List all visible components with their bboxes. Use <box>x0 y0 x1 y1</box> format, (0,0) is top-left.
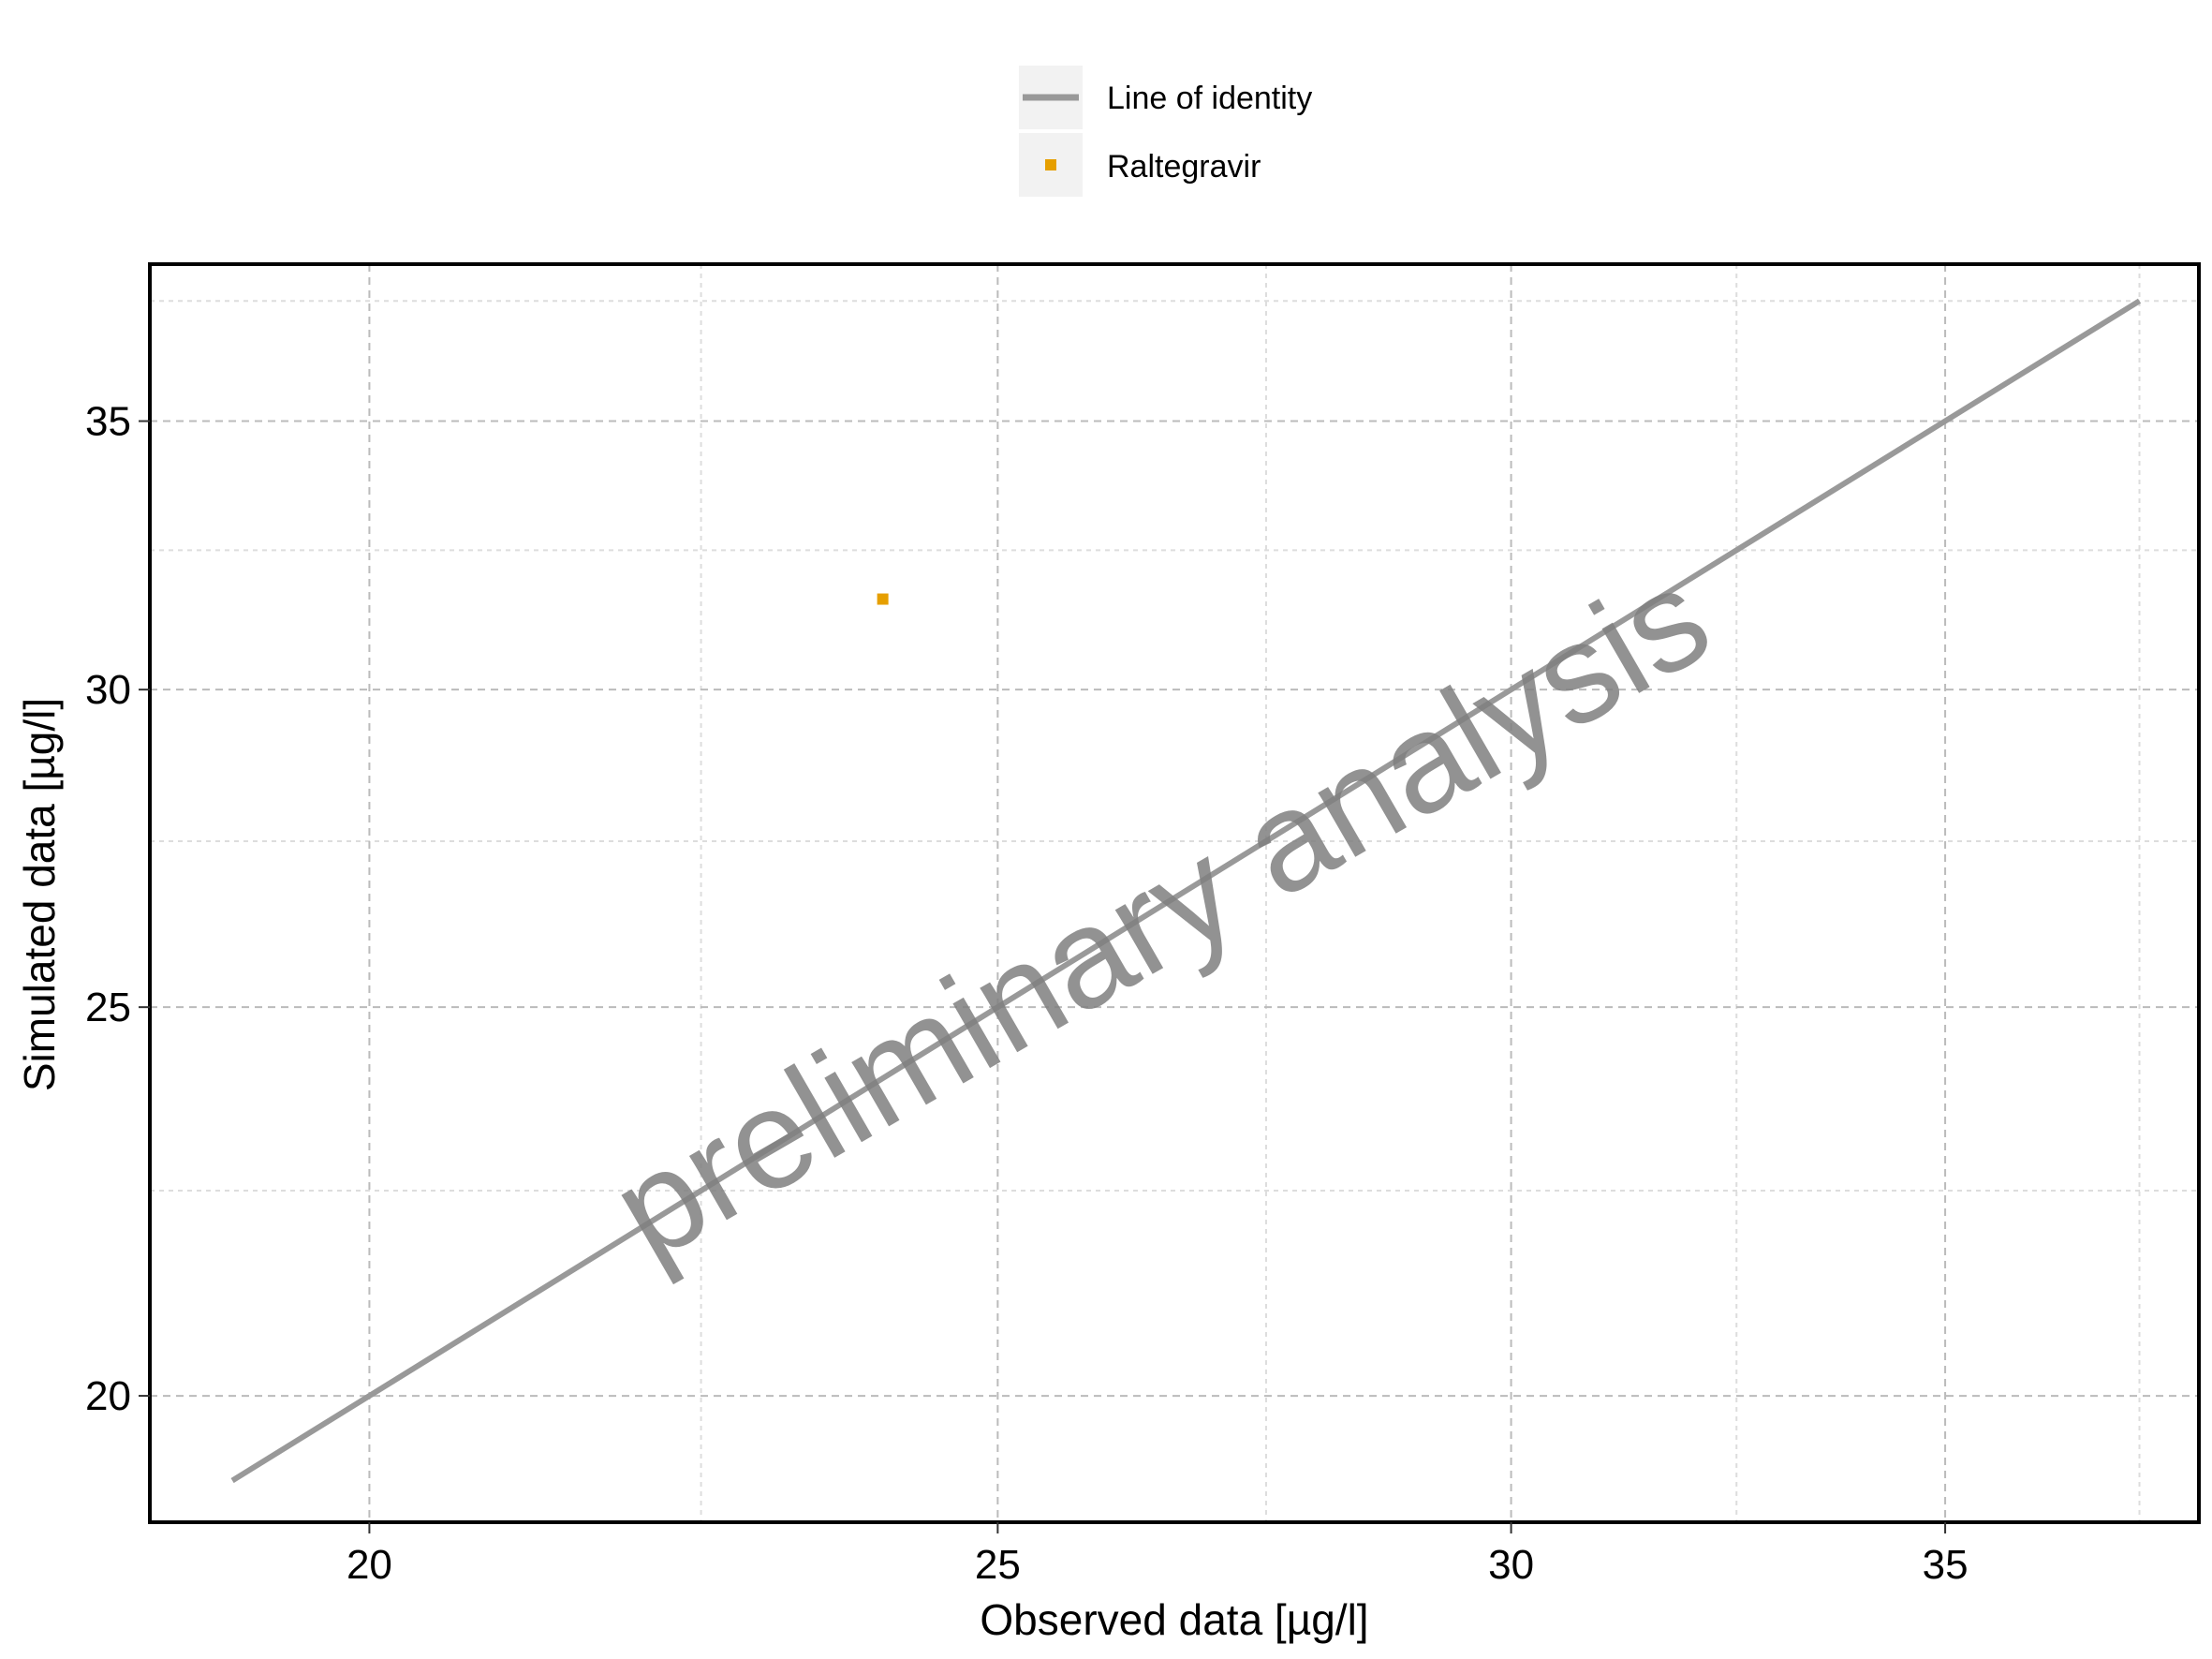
major-gridlines <box>150 264 2199 1522</box>
plot-border <box>148 262 2201 1524</box>
data-point-raltegravir <box>877 593 889 605</box>
y-tick-label: 35 <box>85 399 131 445</box>
x-tick-label: 25 <box>975 1542 1021 1588</box>
legend: Line of identity Raltegravir <box>1019 66 1312 197</box>
y-tick-label: 20 <box>85 1373 131 1419</box>
x-tick-label: 20 <box>347 1542 392 1588</box>
x-axis-title: Observed data [µg/l] <box>980 1595 1368 1644</box>
legend-label-raltegravir: Raltegravir <box>1107 149 1261 185</box>
minor-gridlines <box>150 264 2199 1522</box>
data-points <box>877 593 889 605</box>
y-tick-label: 30 <box>85 667 131 713</box>
identity-line <box>230 298 2142 1484</box>
x-axis: 20 25 30 35 <box>347 1522 1969 1588</box>
y-axis: 20 25 30 35 <box>85 399 150 1419</box>
x-tick-label: 35 <box>1923 1542 1969 1588</box>
legend-label-identity: Line of identity <box>1107 81 1312 116</box>
y-tick-label: 25 <box>85 985 131 1030</box>
legend-key-raltegravir-point <box>1045 159 1056 170</box>
x-tick-label: 30 <box>1488 1542 1534 1588</box>
y-axis-title: Simulated data [µg/l] <box>15 698 64 1091</box>
plot-panel <box>148 262 2201 1524</box>
